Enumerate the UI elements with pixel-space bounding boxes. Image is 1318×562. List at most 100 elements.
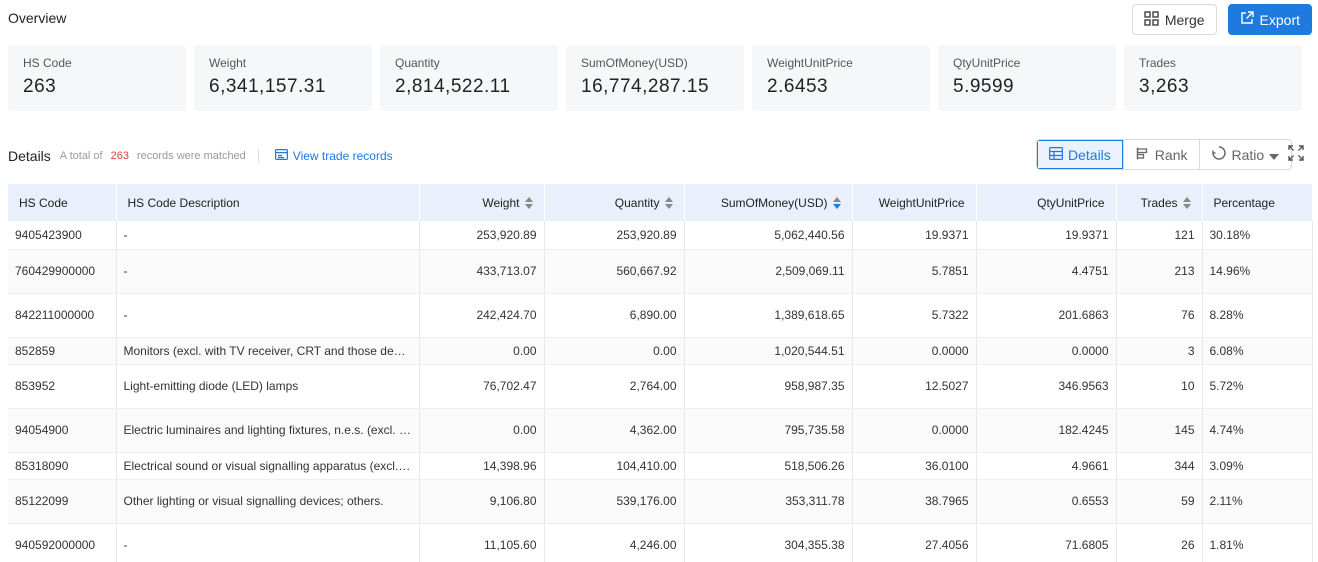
col-sum-header[interactable]: SumOfMoney(USD): [684, 184, 853, 221]
col-quantity-header[interactable]: Quantity: [544, 184, 685, 221]
cell-weight-unit-price: 0.0000: [852, 337, 977, 365]
sort-icon[interactable]: [664, 197, 673, 210]
cell-qty-unit-price: 0.0000: [976, 337, 1117, 365]
table-row[interactable]: 940592000000 - 11,105.60 4,246.00 304,35…: [8, 523, 1313, 562]
cell-percentage: 4.74%: [1202, 408, 1313, 453]
cell-hs-code: 853952: [8, 364, 117, 409]
cell-description: -: [116, 293, 420, 338]
table-row[interactable]: 853952 Light-emitting diode (LED) lamps …: [8, 364, 1313, 409]
table-row[interactable]: 9405423900 - 253,920.89 253,920.89 5,062…: [8, 221, 1313, 250]
table-row[interactable]: 85318090 Electrical sound or visual sign…: [8, 452, 1313, 480]
cell-percentage: 2.11%: [1202, 479, 1313, 524]
cell-trades: 145: [1116, 408, 1203, 453]
cell-weight-unit-price: 36.0100: [852, 452, 977, 480]
cell-percentage: 8.28%: [1202, 293, 1313, 338]
cell-weight-unit-price: 12.5027: [852, 364, 977, 409]
details-table: HS Code HS Code Description Weight Quant…: [8, 184, 1313, 562]
cell-hs-code: 940592000000: [8, 523, 117, 562]
cell-quantity: 539,176.00: [544, 479, 685, 524]
records-icon: [274, 149, 288, 163]
cell-weight-unit-price: 38.7965: [852, 479, 977, 524]
cell-qty-unit-price: 19.9371: [976, 221, 1117, 250]
cell-percentage: 1.81%: [1202, 523, 1313, 562]
tab-details-label: Details: [1068, 146, 1111, 163]
table-row[interactable]: 85122099 Other lighting or visual signal…: [8, 479, 1313, 524]
caret-down-icon: [1269, 147, 1280, 163]
cell-trades: 121: [1116, 221, 1203, 250]
cell-quantity: 6,890.00: [544, 293, 685, 338]
cell-quantity: 253,920.89: [544, 221, 685, 250]
card-label: Weight: [209, 56, 247, 70]
cell-hs-code: 94054900: [8, 408, 117, 453]
sort-icon[interactable]: [1182, 197, 1191, 210]
card-value: 5.9599: [953, 76, 1015, 97]
card-label: SumOfMoney(USD): [581, 56, 688, 70]
card-label: Quantity: [395, 56, 440, 70]
details-title: Details: [8, 148, 51, 164]
sort-icon[interactable]: [832, 197, 841, 210]
cell-weight-unit-price: 5.7322: [852, 293, 977, 338]
cell-description: Light-emitting diode (LED) lamps: [116, 364, 420, 409]
cell-quantity: 2,764.00: [544, 364, 685, 409]
cell-qty-unit-price: 71.6805: [976, 523, 1117, 562]
cell-weight-unit-price: 0.0000: [852, 408, 977, 453]
cell-weight: 14,398.96: [419, 452, 545, 480]
card-value: 2,814,522.11: [395, 76, 511, 97]
card-label: QtyUnitPrice: [953, 56, 1021, 70]
col-trades-header[interactable]: Trades: [1116, 184, 1203, 221]
col-hs-code-header: HS Code: [8, 184, 117, 221]
overview-title: Overview: [8, 10, 67, 26]
cell-qty-unit-price: 4.9661: [976, 452, 1117, 480]
cell-qty-unit-price: 201.6863: [976, 293, 1117, 338]
card-hs-code: HS Code 263: [8, 45, 186, 111]
view-trade-records-link[interactable]: View trade records: [274, 149, 393, 163]
divider: [257, 149, 259, 163]
table-row[interactable]: 760429900000 - 433,713.07 560,667.92 2,5…: [8, 249, 1313, 294]
card-qty-unit-price: QtyUnitPrice 5.9599: [938, 45, 1116, 111]
tab-rank[interactable]: Rank: [1122, 140, 1200, 169]
cell-sum: 795,735.58: [684, 408, 853, 453]
cell-trades: 3: [1116, 337, 1203, 365]
merge-label: Merge: [1164, 11, 1205, 28]
cell-weight-unit-price: 5.7851: [852, 249, 977, 294]
cell-description: -: [116, 221, 420, 250]
cell-description: Monitors (excl. with TV receiver, CRT an…: [116, 337, 420, 365]
cell-description: Electrical sound or visual signalling ap…: [116, 452, 420, 480]
cell-description: -: [116, 249, 420, 294]
rank-icon: [1136, 147, 1150, 163]
cell-hs-code: 85122099: [8, 479, 117, 524]
col-weight-unit-price-header: WeightUnitPrice: [852, 184, 977, 221]
cell-weight: 0.00: [419, 337, 545, 365]
col-description-header: HS Code Description: [116, 184, 420, 221]
cell-sum: 1,389,618.65: [684, 293, 853, 338]
cell-quantity: 4,246.00: [544, 523, 685, 562]
card-sum-of-money: SumOfMoney(USD) 16,774,287.15: [566, 45, 744, 111]
cell-weight: 9,106.80: [419, 479, 545, 524]
merge-button[interactable]: Merge: [1131, 4, 1217, 35]
fullscreen-icon[interactable]: [1288, 145, 1304, 166]
sort-icon[interactable]: [524, 197, 533, 210]
tab-details[interactable]: Details: [1037, 140, 1123, 169]
cell-weight: 433,713.07: [419, 249, 545, 294]
cell-trades: 26: [1116, 523, 1203, 562]
cell-qty-unit-price: 346.9563: [976, 364, 1117, 409]
table-row[interactable]: 842211000000 - 242,424.70 6,890.00 1,389…: [8, 293, 1313, 338]
records-meta-suffix: records were matched: [136, 150, 246, 162]
cell-qty-unit-price: 182.4245: [976, 408, 1117, 453]
card-quantity: Quantity 2,814,522.11: [380, 45, 558, 111]
cell-hs-code: 9405423900: [8, 221, 117, 250]
table-row[interactable]: 852859 Monitors (excl. with TV receiver,…: [8, 337, 1313, 365]
tab-ratio[interactable]: Ratio: [1199, 140, 1291, 169]
cell-hs-code: 852859: [8, 337, 117, 365]
card-weight: Weight 6,341,157.31: [194, 45, 372, 111]
col-weight-header[interactable]: Weight: [419, 184, 545, 221]
cell-sum: 304,355.38: [684, 523, 853, 562]
card-weight-unit-price: WeightUnitPrice 2.6453: [752, 45, 930, 111]
card-value: 2.6453: [767, 76, 829, 97]
cell-weight: 76,702.47: [419, 364, 545, 409]
export-button[interactable]: Export: [1227, 4, 1312, 35]
card-value: 16,774,287.15: [581, 76, 710, 97]
top-actions: Merge Export: [1131, 4, 1312, 35]
table-row[interactable]: 94054900 Electric luminaires and lightin…: [8, 408, 1313, 453]
col-percentage-header: Percentage: [1202, 184, 1313, 221]
